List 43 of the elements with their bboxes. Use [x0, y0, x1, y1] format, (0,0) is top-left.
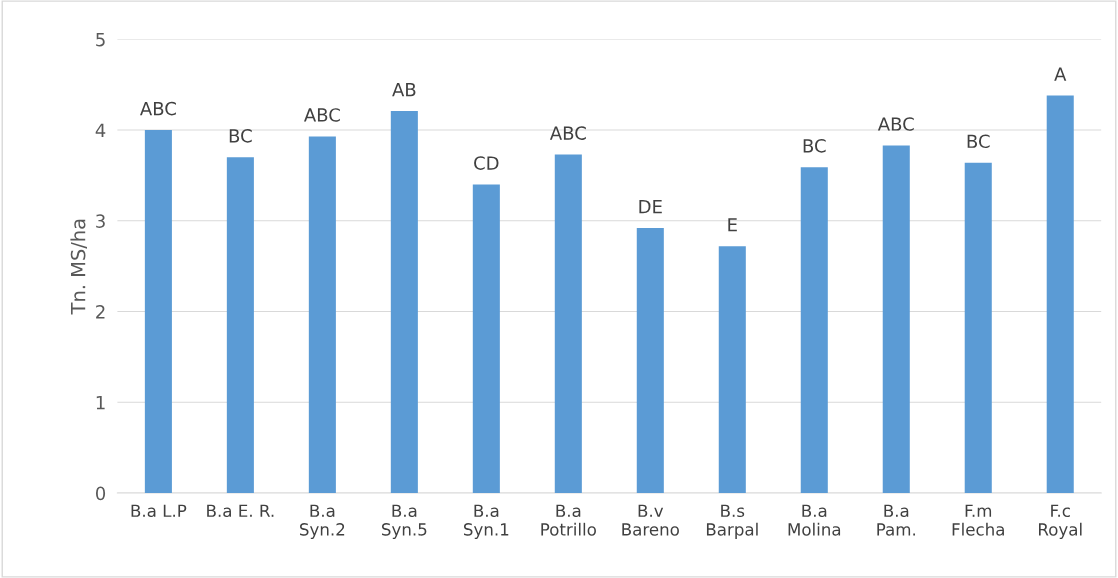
x-tick-label: B.a Syn.5	[381, 504, 427, 539]
x-tick-label: B.a E. R.	[207, 504, 274, 518]
x-tick-label: B.a Syn.1	[463, 504, 509, 539]
x-tick-label: B.a Syn.2	[300, 504, 345, 539]
annotation: E	[728, 218, 737, 232]
x-tick-label: B.s Barpal	[706, 504, 758, 539]
annotation: CD	[474, 156, 499, 170]
annotation: ABC	[877, 117, 914, 131]
x-tick-label: B.v Bareno	[622, 504, 679, 536]
annotation: A	[1054, 67, 1067, 81]
y-tick-label: 0	[95, 486, 106, 501]
annotation: AB	[392, 82, 416, 97]
bar	[882, 145, 910, 494]
bar	[554, 154, 582, 494]
y-tick-label: 5	[96, 33, 105, 47]
x-tick-label: B.a L.P	[131, 504, 187, 518]
y-axis-title: Tn. MS/ha	[70, 219, 87, 315]
bar	[636, 228, 664, 494]
annotation: BC	[967, 134, 990, 149]
bar	[718, 246, 746, 494]
annotation: ABC	[303, 108, 340, 122]
bar	[800, 167, 828, 494]
y-tick-label: 3	[96, 214, 105, 228]
annotation: BC	[229, 129, 252, 143]
y-tick-label: 1	[96, 395, 105, 410]
bar	[964, 162, 992, 494]
annotation: ABC	[549, 126, 586, 140]
bar	[1046, 95, 1074, 494]
x-tick-label: B.a Potrillo	[541, 504, 596, 536]
bar	[390, 110, 418, 494]
annotation: BC	[803, 138, 826, 153]
x-tick-label: F.m Flecha	[952, 504, 1004, 536]
annotation: ABC	[140, 101, 176, 116]
annotation: DE	[639, 200, 662, 214]
y-tick-label: 4	[95, 123, 106, 137]
bar	[226, 157, 254, 494]
bar	[472, 184, 500, 494]
y-tick-label: 2	[96, 305, 105, 319]
x-tick-label: F.c Royal	[1039, 504, 1082, 539]
bar	[144, 130, 172, 494]
x-tick-label: B.a Molina	[788, 504, 841, 536]
x-tick-label: B.a Pam.	[877, 504, 915, 536]
bar	[308, 136, 336, 494]
